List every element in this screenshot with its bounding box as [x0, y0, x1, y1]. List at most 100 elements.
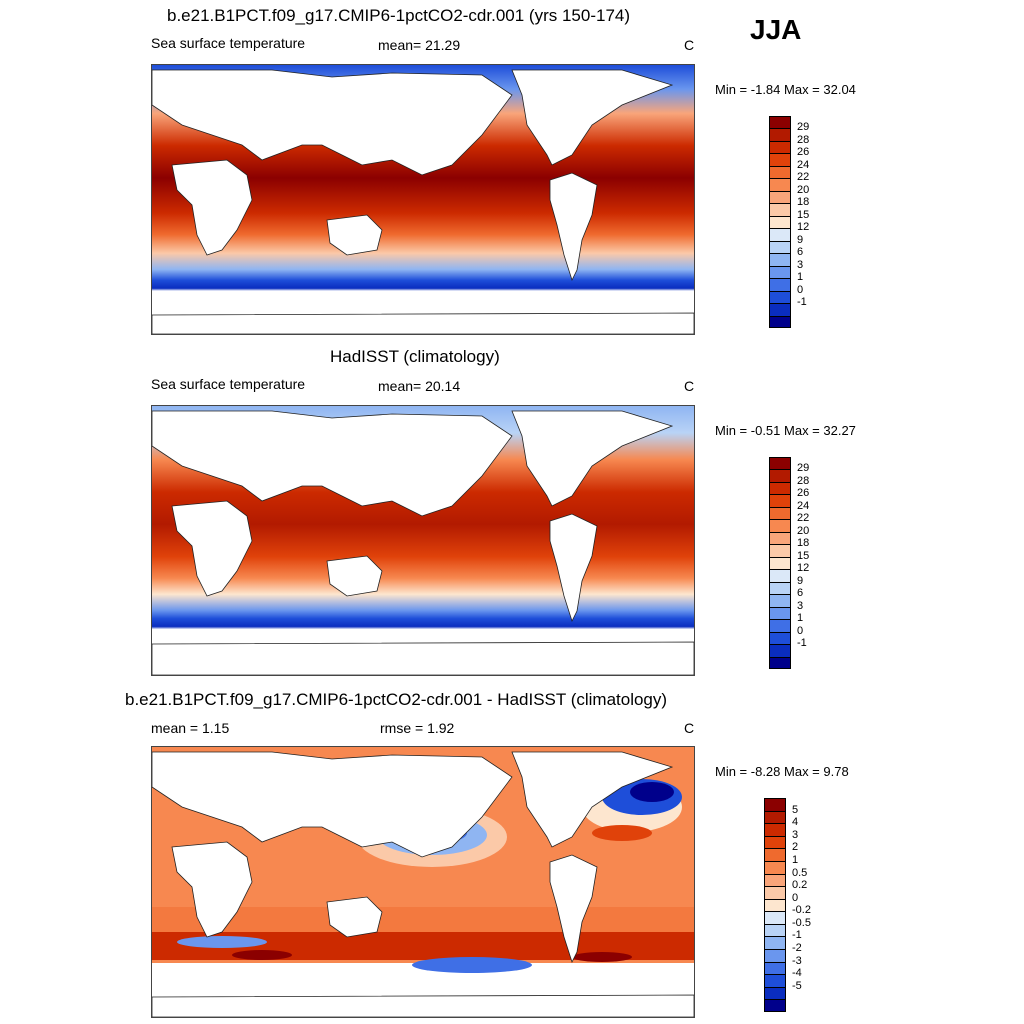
colorbar-swatch — [769, 619, 791, 632]
panel-2-units-label: C — [684, 378, 695, 394]
colorbar-tick-label: -4 — [792, 967, 802, 980]
colorbar-swatch — [769, 556, 791, 570]
colorbar-swatch — [769, 315, 791, 328]
colorbar-swatch — [769, 481, 791, 495]
panel-1-map — [151, 64, 695, 335]
panel-1-units-label: C — [684, 37, 695, 53]
colorbar-tick-label: 0 — [797, 283, 804, 296]
colorbar-swatch — [769, 178, 791, 191]
colorbar-swatch — [764, 961, 786, 975]
panel-3-colorbar: 5 4 3 2 1 0.5 0.2 0 -0.2 -0.5 -1 -2 -3 -4 -5 — [764, 798, 824, 1012]
colorbar-tick-label: 1 — [792, 853, 799, 866]
colorbar-tick-label: 18 — [797, 196, 810, 209]
panel-2-colorbar: 29 28 26 24 22 20 18 15 12 9 6 3 1 0 -1 — [769, 457, 829, 669]
panel-1-continents — [152, 69, 694, 334]
colorbar-tick-label: 29 — [797, 121, 810, 134]
panel-3-units-label: C — [684, 720, 695, 736]
colorbar-swatch — [769, 228, 791, 241]
colorbar-swatch — [769, 303, 791, 316]
colorbar-swatch — [769, 631, 791, 645]
colorbar-swatch — [764, 923, 786, 937]
panel-1-colorbar: 29 28 26 24 22 20 18 15 12 9 6 3 1 0 -1 — [769, 116, 829, 328]
colorbar-swatch — [769, 215, 791, 229]
colorbar-swatch — [769, 581, 791, 595]
colorbar-swatch — [769, 240, 791, 254]
panel-3-rmse-label: rmse = 1.92 — [380, 720, 455, 736]
colorbar-swatch — [764, 986, 786, 1000]
colorbar-swatch — [764, 898, 786, 912]
colorbar-swatch — [769, 469, 791, 482]
colorbar-swatch — [764, 860, 786, 874]
panel-2-minmax-label: Min = -0.51 Max = 32.27 — [715, 423, 856, 438]
colorbar-swatch — [769, 606, 791, 620]
colorbar-tick-label: -0.2 — [792, 904, 811, 917]
panel-2-continents — [152, 410, 694, 675]
colorbar-swatch — [769, 140, 791, 154]
colorbar-tick-label: 22 — [797, 171, 810, 184]
colorbar-swatch — [764, 949, 786, 962]
panel-3-map — [151, 746, 695, 1018]
colorbar-swatch — [769, 128, 791, 141]
colorbar-frame — [764, 798, 786, 1012]
colorbar-tick-label: -0.5 — [792, 916, 811, 929]
panel-2-variable-label: Sea surface temperature — [151, 376, 306, 392]
colorbar-tick-label: 18 — [797, 537, 810, 550]
colorbar-tick-label: 0 — [792, 891, 799, 904]
colorbar-tick-label: -5 — [792, 979, 802, 992]
colorbar-swatch — [764, 848, 786, 861]
colorbar-swatch — [769, 594, 791, 607]
colorbar-tick-label: 0.5 — [792, 866, 808, 879]
colorbar-tick-label: 0.2 — [792, 879, 808, 892]
colorbar-tick-label: 6 — [797, 587, 804, 600]
colorbar-tick-label: 26 — [797, 146, 810, 159]
colorbar-swatch — [769, 569, 791, 582]
panel-1-mean-label: mean= 21.29 — [378, 37, 461, 53]
colorbar-swatch — [769, 531, 791, 545]
colorbar-tick-label: -1 — [792, 929, 802, 942]
colorbar-swatch — [769, 278, 791, 291]
colorbar-swatch — [764, 936, 786, 950]
colorbar-tick-label: 20 — [797, 183, 810, 196]
colorbar-swatch — [764, 886, 786, 899]
panel-1-title: b.e21.B1PCT.f09_g17.CMIP6-1pctCO2-cdr.00… — [167, 6, 631, 25]
colorbar-swatch — [769, 153, 791, 166]
colorbar-swatch — [764, 974, 786, 987]
colorbar-swatch — [764, 999, 786, 1012]
colorbar-swatch — [764, 810, 786, 824]
colorbar-tick-label: -1 — [797, 296, 807, 309]
colorbar-tick-label: -1 — [797, 637, 807, 650]
colorbar-tick-label: 9 — [797, 233, 804, 246]
colorbar-swatch — [769, 656, 791, 669]
colorbar-tick-label: 0 — [797, 624, 804, 637]
panel-3-mean-label: mean = 1.15 — [151, 720, 230, 736]
colorbar-tick-label: 29 — [797, 462, 810, 475]
colorbar-tick-label: 2 — [792, 841, 799, 854]
colorbar-tick-label: 6 — [797, 246, 804, 259]
colorbar-tick-label: 3 — [792, 828, 799, 841]
colorbar-swatch — [769, 494, 791, 507]
colorbar-tick-label: 5 — [792, 803, 799, 816]
colorbar-tick-label: 22 — [797, 512, 810, 525]
colorbar-tick-label: 24 — [797, 158, 810, 171]
colorbar-swatch — [769, 165, 791, 179]
colorbar-tick-label: 20 — [797, 524, 810, 537]
colorbar-tick-label: 15 — [797, 208, 810, 221]
colorbar-frame — [769, 116, 791, 328]
colorbar-tick-label: 15 — [797, 549, 810, 562]
season-label: JJA — [750, 14, 802, 45]
colorbar-tick-label: 1 — [797, 612, 804, 625]
colorbar-swatch — [769, 290, 791, 304]
colorbar-tick-label: 4 — [792, 816, 799, 829]
colorbar-swatch — [769, 506, 791, 520]
panel-1-minmax-label: Min = -1.84 Max = 32.04 — [715, 82, 856, 97]
colorbar-swatch — [769, 544, 791, 557]
colorbar-tick-label: 9 — [797, 574, 804, 587]
colorbar-tick-label: 3 — [797, 258, 804, 271]
colorbar-swatch — [769, 644, 791, 657]
colorbar-tick-label: -2 — [792, 942, 802, 955]
panel-3-continents — [152, 751, 694, 1017]
panel-1-variable-label: Sea surface temperature — [151, 35, 306, 51]
colorbar-frame — [769, 457, 791, 669]
colorbar-tick-label: 28 — [797, 133, 810, 146]
colorbar-swatch — [769, 190, 791, 204]
